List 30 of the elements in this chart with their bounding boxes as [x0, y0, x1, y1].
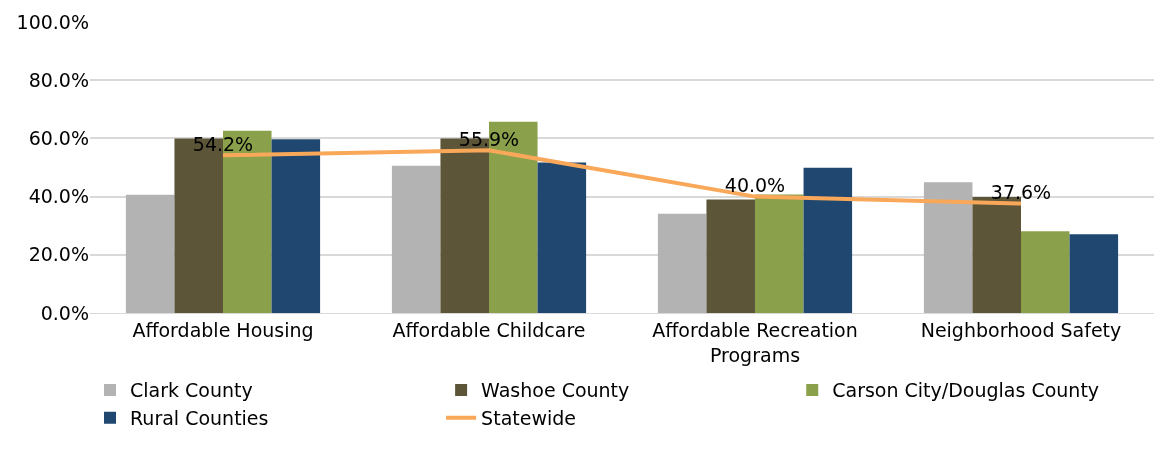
y-tick-label: 0.0%: [40, 301, 89, 324]
legend-label: Carson City/Douglas County: [832, 379, 1100, 402]
legend-label: Washoe County: [481, 379, 630, 402]
legend-label: Rural Counties: [130, 407, 269, 430]
bar: [706, 199, 755, 313]
bar: [125, 194, 175, 313]
y-tick-label: 20.0%: [28, 243, 89, 266]
data-label: 54.2%: [192, 132, 254, 155]
data-label: 55.9%: [458, 127, 520, 150]
bar: [391, 165, 441, 313]
y-tick-label: 80.0%: [28, 68, 89, 91]
bar: [271, 139, 321, 313]
x-tick-label: Affordable Childcare: [392, 318, 586, 341]
x-tick-label: Affordable Recreation Programs: [652, 318, 858, 366]
bar: [657, 213, 707, 313]
y-tick-label: 60.0%: [28, 127, 89, 150]
data-label: 40.0%: [724, 173, 786, 196]
bar: [1069, 234, 1119, 313]
legend-label: Clark County: [130, 379, 253, 402]
bar: [537, 162, 587, 313]
x-tick-label: Affordable Housing: [132, 318, 314, 341]
bar: [1021, 231, 1070, 313]
y-tick-label: 40.0%: [28, 185, 89, 208]
legend-label: Statewide: [481, 407, 576, 430]
y-tick-label: 100.0%: [16, 10, 89, 33]
bar: [923, 182, 973, 313]
data-label: 37.6%: [990, 180, 1052, 203]
bar: [803, 167, 853, 313]
bar: [755, 194, 804, 313]
x-tick-label: Neighborhood Safety: [920, 318, 1122, 341]
